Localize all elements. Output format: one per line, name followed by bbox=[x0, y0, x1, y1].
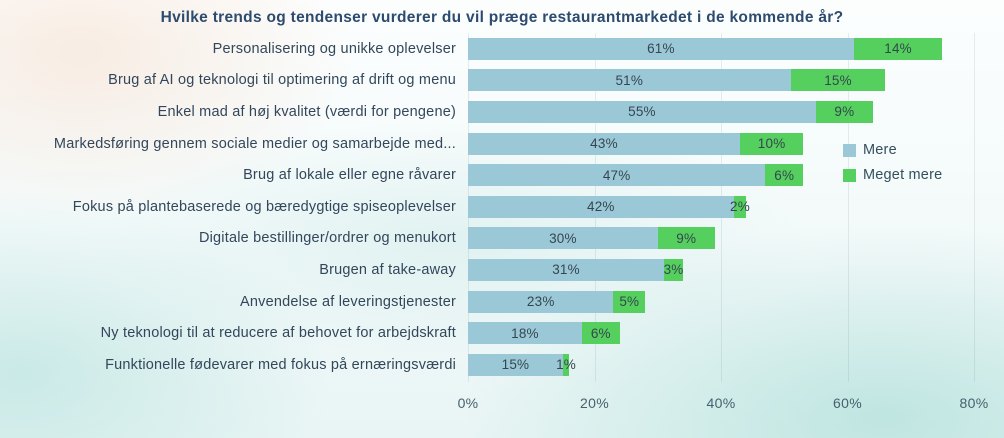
value-label: 47% bbox=[602, 167, 631, 183]
bar-stack: 42% 2% bbox=[468, 195, 974, 218]
bar-segment-mere: 30% bbox=[468, 227, 658, 250]
value-label: 42% bbox=[587, 199, 615, 215]
bar-stack: 15% 1% bbox=[468, 353, 974, 376]
bar-stack: 51% 15% bbox=[468, 69, 974, 92]
bar-segment-meget-mere: 14% bbox=[853, 37, 943, 60]
bar-segment-mere: 55% bbox=[468, 100, 816, 123]
value-label: 51% bbox=[615, 72, 644, 88]
category-label: Enkel mad af høj kvalitet (værdi for pen… bbox=[157, 103, 456, 120]
value-label: 5% bbox=[619, 294, 640, 310]
value-label: 15% bbox=[824, 72, 852, 88]
bar-segment-meget-mere: 5% bbox=[613, 290, 646, 313]
bar-segment-mere: 51% bbox=[468, 69, 791, 92]
legend-swatch-icon bbox=[843, 168, 856, 182]
bar-stack: 30% 9% bbox=[468, 227, 974, 250]
bar-segment-meget-mere: 2% bbox=[730, 195, 750, 218]
bar-row: Brugen af take-away 31% 3% bbox=[0, 254, 1004, 286]
bar-segment-mere: 43% bbox=[468, 132, 740, 155]
bar-stack: 61% 14% bbox=[468, 37, 974, 60]
bar-row: Digitale bestillinger/ordrer og menukort… bbox=[0, 223, 1004, 255]
category-label: Personalisering og unikke oplevelser bbox=[212, 40, 456, 57]
legend-item: Meget mere bbox=[843, 167, 942, 183]
x-tick-label: 0% bbox=[457, 394, 479, 411]
category-label: Brugen af take-away bbox=[319, 261, 456, 278]
category-label: Funktionelle fødevarer med fokus på ernæ… bbox=[105, 356, 456, 373]
value-label: 6% bbox=[774, 167, 795, 183]
value-label: 23% bbox=[526, 294, 555, 310]
bar-segment-meget-mere: 15% bbox=[790, 69, 886, 92]
value-label: 14% bbox=[884, 41, 912, 57]
bar-segment-mere: 42% bbox=[468, 195, 734, 218]
bar-segment-mere: 23% bbox=[468, 290, 614, 313]
bar-row: Brug af AI og teknologi til optimering a… bbox=[0, 65, 1004, 97]
value-label: 3% bbox=[663, 262, 684, 278]
legend-label: Mere bbox=[863, 142, 897, 158]
bar-segment-mere: 31% bbox=[468, 258, 665, 281]
bar-row: Anvendelse af leveringstjenester 23% 5% bbox=[0, 286, 1004, 318]
x-tick-label: 60% bbox=[833, 394, 862, 411]
bar-segment-meget-mere: 6% bbox=[581, 322, 620, 345]
value-label: 43% bbox=[590, 136, 618, 152]
category-label: Brug af lokale eller egne råvarer bbox=[243, 167, 456, 184]
value-label: 10% bbox=[757, 136, 786, 152]
bar-segment-mere: 61% bbox=[468, 37, 854, 60]
legend-item: Mere bbox=[843, 142, 942, 158]
bar-segment-meget-mere: 6% bbox=[765, 164, 804, 187]
category-label: Brug af AI og teknologi til optimering a… bbox=[108, 72, 456, 89]
bar-row: Fokus på plantebaserede og bæredygtige s… bbox=[0, 191, 1004, 223]
value-label: 9% bbox=[834, 104, 855, 120]
value-label: 30% bbox=[549, 230, 577, 246]
bar-stack: 55% 9% bbox=[468, 100, 974, 123]
value-label: 31% bbox=[552, 262, 580, 278]
bar-segment-meget-mere: 9% bbox=[815, 100, 873, 123]
chart-title: Hvilke trends og tendenser vurderer du v… bbox=[160, 9, 844, 26]
chart-body: Personalisering og unikke oplevelser 61% 1… bbox=[0, 33, 1004, 417]
x-axis: 0% 20% 40% 60% 80% bbox=[458, 391, 989, 417]
x-tick-label: 80% bbox=[959, 394, 989, 411]
bar-segment-mere: 18% bbox=[468, 322, 582, 345]
category-label: Markedsføring gennem sociale medier og s… bbox=[53, 135, 456, 152]
value-label: 18% bbox=[511, 325, 539, 341]
bar-segment-meget-mere: 3% bbox=[663, 258, 684, 281]
bar-segment-mere: 47% bbox=[468, 164, 766, 187]
bar-row: Ny teknologi til at reducere af behovet … bbox=[0, 317, 1004, 349]
bar-row: Markedsføring gennem sociale medier og s… bbox=[0, 128, 1004, 160]
category-label: Ny teknologi til at reducere af behovet … bbox=[100, 325, 456, 342]
legend-label: Meget mere bbox=[863, 167, 943, 183]
value-label: 6% bbox=[590, 325, 611, 341]
value-label: 61% bbox=[647, 41, 675, 57]
bar-segment-meget-mere: 9% bbox=[657, 227, 715, 250]
category-label: Digitale bestillinger/ordrer og menukort bbox=[198, 230, 456, 247]
bar-segment-meget-mere: 1% bbox=[556, 353, 576, 376]
value-label: 9% bbox=[676, 230, 697, 246]
bar-row: Personalisering og unikke oplevelser 61% 1… bbox=[0, 33, 1004, 65]
value-label: 15% bbox=[501, 357, 530, 373]
category-label: Anvendelse af leveringstjenester bbox=[240, 293, 456, 310]
bar-rows: Personalisering og unikke oplevelser 61% 1… bbox=[0, 33, 1004, 381]
bar-segment-meget-mere: 10% bbox=[739, 132, 804, 155]
bar-stack: 43% 10% bbox=[468, 132, 974, 155]
bar-stack: 47% 6% bbox=[468, 164, 974, 187]
value-label: 55% bbox=[628, 104, 656, 120]
legend-swatch-icon bbox=[843, 143, 856, 157]
value-label: 1% bbox=[556, 357, 576, 373]
bar-stack: 23% 5% bbox=[468, 290, 974, 313]
bar-stack: 18% 6% bbox=[468, 322, 974, 345]
bar-row: Funktionelle fødevarer med fokus på ernæ… bbox=[0, 349, 1004, 381]
category-label: Fokus på plantebaserede og bæredygtige s… bbox=[72, 198, 456, 215]
x-tick-label: 20% bbox=[580, 394, 609, 411]
bar-segment-mere: 15% bbox=[468, 353, 563, 376]
bar-stack: 31% 3% bbox=[468, 258, 974, 281]
legend: Mere Meget mere bbox=[843, 142, 942, 183]
value-label: 2% bbox=[730, 199, 750, 215]
bar-row: Brug af lokale eller egne råvarer 47% 6% bbox=[0, 159, 1004, 191]
x-tick-label: 40% bbox=[706, 394, 736, 411]
bar-row: Enkel mad af høj kvalitet (værdi for pen… bbox=[0, 96, 1004, 128]
